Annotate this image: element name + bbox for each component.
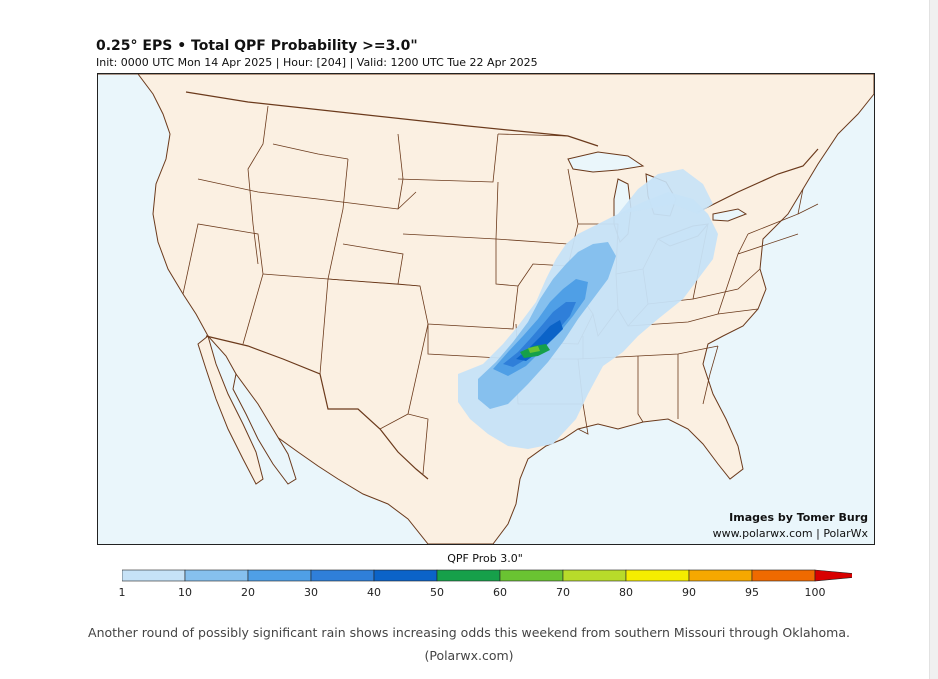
us-mexico-border bbox=[205, 335, 429, 480]
colorbar-tick-label: 10 bbox=[178, 586, 192, 599]
colorbar-segment bbox=[247, 569, 312, 582]
prob-60-70-spot bbox=[528, 346, 540, 353]
colorbar bbox=[122, 569, 852, 582]
colorbar-segment bbox=[184, 569, 249, 582]
colorbar-tick-label: 90 bbox=[682, 586, 696, 599]
colorbar-segment bbox=[751, 569, 816, 582]
credit-author: Images by Tomer Burg bbox=[729, 511, 868, 524]
colorbar-tick-label: 40 bbox=[367, 586, 381, 599]
map-title: 0.25° EPS • Total QPF Probability >=3.0" bbox=[96, 38, 418, 54]
us-map-svg bbox=[98, 74, 874, 544]
map-subtitle: Init: 0000 UTC Mon 14 Apr 2025 | Hour: [… bbox=[96, 56, 538, 69]
credit-website: www.polarwx.com | PolarWx bbox=[712, 527, 868, 540]
gulf-of-california bbox=[232, 372, 297, 485]
colorbar-segment bbox=[562, 569, 627, 582]
colorbar-tick-label: 95 bbox=[745, 586, 759, 599]
colorbar-segment bbox=[436, 569, 501, 582]
colorbar-segment bbox=[688, 569, 753, 582]
canada-us-border bbox=[185, 91, 819, 213]
colorbar-arrow bbox=[814, 569, 852, 582]
caption-source: (Polarwx.com) bbox=[424, 648, 514, 663]
baja-california bbox=[197, 335, 264, 485]
colorbar-tick-label: 50 bbox=[430, 586, 444, 599]
colorbar-tick-label: 20 bbox=[241, 586, 255, 599]
colorbar-segment bbox=[310, 569, 375, 582]
colorbar-tick-label: 1 bbox=[118, 586, 126, 599]
colorbar-segment bbox=[122, 569, 186, 582]
colorbar-tick-label: 70 bbox=[556, 586, 570, 599]
colorbar-title: QPF Prob 3.0" bbox=[447, 552, 523, 565]
colorbar-tick-label: 100 bbox=[804, 586, 826, 599]
colorbar-segment bbox=[373, 569, 438, 582]
prob-1-10-northeast bbox=[618, 169, 713, 214]
caption-text: Another round of possibly significant ra… bbox=[88, 625, 850, 640]
lake-superior bbox=[567, 151, 645, 173]
colorbar-tick-label: 30 bbox=[304, 586, 318, 599]
colorbar-segment bbox=[625, 569, 690, 582]
qpf-probability-shading bbox=[458, 169, 718, 449]
colorbar-tick-label: 60 bbox=[493, 586, 507, 599]
qpf-probability-map: Images by Tomer Burg www.polarwx.com | P… bbox=[97, 73, 875, 545]
prob-30-40-region bbox=[503, 302, 576, 367]
page-scrollbar[interactable] bbox=[929, 0, 938, 679]
lake-ontario bbox=[712, 208, 748, 222]
colorbar-tick-label: 80 bbox=[619, 586, 633, 599]
colorbar-segment bbox=[499, 569, 564, 582]
